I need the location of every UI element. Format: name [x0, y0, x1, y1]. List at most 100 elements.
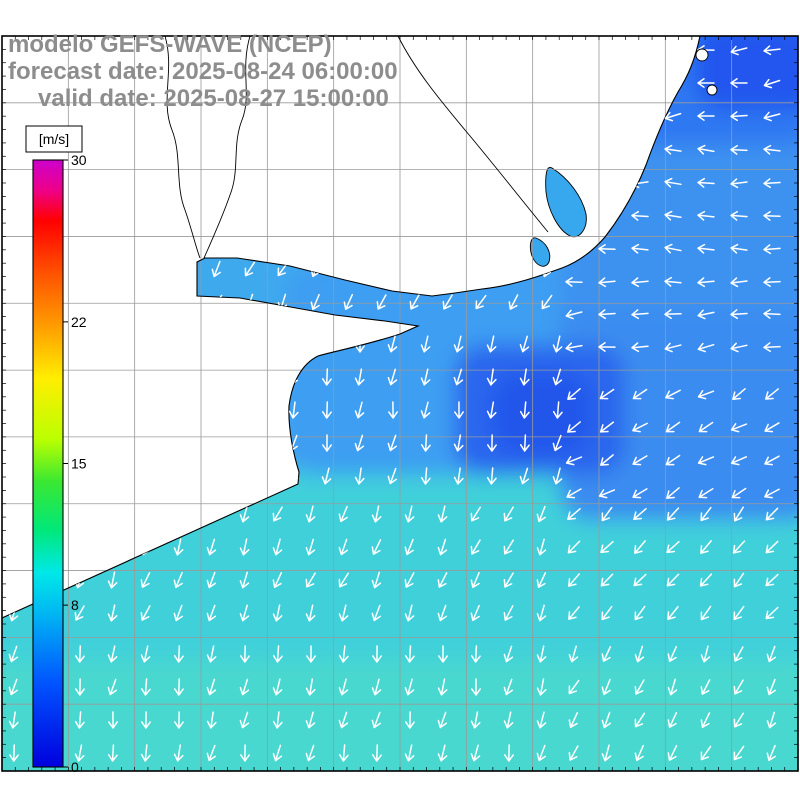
wind-arrow	[338, 678, 349, 696]
wind-arrow	[664, 243, 682, 254]
wind-arrow	[700, 605, 712, 621]
wind-arrow	[519, 401, 530, 419]
ocean-patch-right-mid-blue	[560, 290, 798, 520]
wind-arrow	[631, 45, 649, 56]
wind-arrow	[438, 645, 448, 663]
wind-arrow	[371, 571, 382, 589]
wind-arrow	[508, 294, 519, 310]
wind-arrow	[420, 368, 431, 386]
wind-arrow	[322, 434, 332, 452]
wind-arrow	[763, 244, 781, 255]
wind-arrow	[600, 540, 614, 554]
wind-arrow	[664, 144, 682, 155]
wind-arrow	[598, 309, 616, 320]
wind-arrow	[567, 508, 581, 520]
wind-arrow	[371, 505, 382, 523]
wind-arrow	[471, 678, 481, 696]
wind-arrow	[8, 744, 19, 762]
wind-arrow	[698, 487, 714, 499]
wind-arrow	[634, 712, 646, 728]
wind-arrow	[667, 745, 678, 761]
wind-arrow	[178, 261, 189, 277]
wind-arrow	[305, 572, 316, 588]
wind-arrow	[552, 401, 563, 419]
wind-arrow	[667, 645, 678, 663]
wind-arrow	[697, 78, 715, 88]
wind-arrow	[598, 111, 616, 122]
wind-arrow	[763, 277, 781, 288]
wind-arrow	[244, 261, 256, 277]
wind-arrow	[568, 711, 579, 729]
wind-arrow	[519, 335, 530, 353]
wind-arrow	[239, 571, 250, 589]
coastline	[1, 35, 799, 772]
colorbar-tick-label: 15	[71, 456, 87, 472]
wind-arrow	[568, 745, 579, 761]
wind-arrow	[8, 645, 19, 663]
wind-arrow	[733, 572, 745, 588]
river-border-line	[164, 35, 201, 259]
wind-arrow	[697, 277, 715, 288]
wind-arrow	[74, 505, 85, 523]
wind-arrow	[666, 573, 680, 587]
wind-arrow	[8, 711, 19, 729]
wind-arrow	[600, 454, 614, 466]
wind-arrow	[601, 645, 612, 663]
wind-arrow	[632, 488, 648, 499]
wind-arrow	[404, 678, 415, 696]
wind-arrow	[568, 606, 580, 620]
wind-arrow	[634, 744, 644, 762]
wind-arrow	[632, 388, 648, 400]
wind-arrow	[700, 645, 711, 663]
wind-arrow	[631, 243, 649, 254]
wind-arrow	[565, 111, 583, 122]
wind-arrow	[338, 711, 349, 729]
wind-arrow	[765, 573, 779, 587]
wind-arrow	[763, 111, 781, 122]
wind-arrow	[699, 573, 713, 587]
wind-arrow	[765, 606, 779, 620]
wind-arrow	[107, 538, 118, 556]
wind-arrow	[310, 293, 320, 311]
ocean-patch-top-right-dark	[695, 36, 798, 110]
wind-arrow	[453, 335, 464, 353]
wind-arrow	[700, 540, 712, 554]
wind-arrow	[632, 455, 648, 466]
wind-arrow	[288, 335, 299, 353]
wind-arrow	[730, 144, 748, 155]
wind-arrow	[354, 401, 365, 419]
wind-arrow	[763, 78, 781, 89]
wind-arrow	[667, 712, 678, 728]
wind-arrow	[667, 605, 679, 621]
wind-arrow	[766, 711, 777, 729]
wind-arrow	[470, 604, 480, 622]
wind-arrow	[404, 538, 414, 556]
wind-arrow	[599, 421, 615, 433]
wind-arrow	[731, 487, 747, 499]
wind-arrow	[470, 744, 481, 762]
wind-arrow	[174, 711, 184, 729]
wind-arrow	[730, 45, 748, 56]
wind-arrow	[632, 422, 648, 433]
wind-arrow	[338, 645, 349, 663]
wind-arrow	[730, 111, 748, 122]
wind-arrow	[8, 505, 18, 523]
wind-arrow	[173, 678, 184, 696]
wind-arrow	[697, 111, 715, 121]
wind-arrow	[568, 645, 579, 663]
wind-arrow	[763, 308, 781, 319]
wind-arrow	[239, 538, 250, 556]
wind-arrow	[442, 261, 454, 277]
wind-arrow	[107, 678, 118, 696]
wind-arrow	[404, 604, 415, 622]
wind-arrow	[536, 505, 546, 523]
wind-arrow	[598, 78, 616, 89]
wind-arrow	[730, 243, 748, 254]
wind-arrow	[107, 571, 118, 589]
colorbar: 30 22 15 8 0	[32, 152, 87, 775]
wind-arrow	[74, 539, 85, 555]
wind-arrow	[697, 144, 715, 155]
wind-arrow	[519, 467, 530, 485]
wind-arrow	[371, 678, 382, 696]
wind-arrow	[730, 277, 748, 288]
